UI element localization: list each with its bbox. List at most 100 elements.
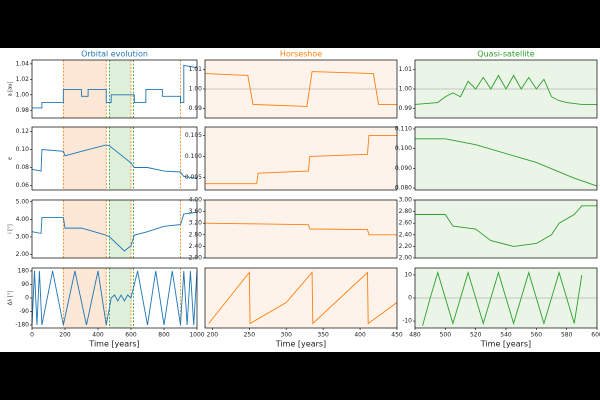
y-tick-label: 0.105: [185, 132, 202, 139]
panel-background: [415, 200, 597, 258]
y-tick-label: 1.02: [16, 76, 30, 83]
y-tick-label: 2.60: [399, 220, 413, 227]
y-axis-label: Δλ [°]: [8, 291, 14, 305]
panel-background: [415, 127, 597, 190]
x-tick-label: 300: [281, 332, 293, 339]
y-tick-label: -90: [19, 308, 29, 315]
data-line: [208, 271, 398, 325]
data-line: [32, 64, 198, 109]
data-line: [422, 271, 583, 326]
y-tick-label: 3.00: [16, 233, 30, 240]
axes-frame: [31, 59, 198, 119]
y-tick-label: 2.00: [189, 255, 203, 262]
y-tick-label: 4.00: [189, 197, 203, 204]
panel-title: Quasi-satellite: [477, 50, 534, 59]
y-tick-label: 2.00: [16, 251, 30, 258]
y-tick-label: 3.20: [189, 220, 203, 227]
x-tick-label: 400: [354, 332, 366, 339]
y-tick-label: 0.10: [16, 146, 30, 153]
x-tick-label: 520: [470, 332, 482, 339]
x-tick-label: 480: [409, 332, 421, 339]
x-tick-label: 0: [30, 332, 34, 339]
y-tick-label: 4.00: [16, 216, 30, 223]
y-tick-label: 2.80: [399, 208, 413, 215]
x-tick-label: 560: [531, 332, 543, 339]
y-tick-label: 0.06: [16, 182, 30, 189]
x-tick-label: 1000: [189, 332, 204, 339]
x-tick-label: 500: [440, 332, 452, 339]
y-tick-label: 180: [18, 268, 30, 275]
data-line: [31, 144, 198, 179]
y-tick-label: 0.98: [16, 107, 30, 114]
panel-background: [205, 127, 397, 190]
y-axis-label: e: [8, 157, 14, 160]
axes-frame: [31, 199, 198, 259]
shaded-span: [109, 200, 131, 258]
panel-title: Horseshoe: [280, 50, 322, 59]
panel-background: [205, 268, 397, 328]
axes-frame: [204, 199, 398, 259]
x-tick-label: 250: [244, 332, 256, 339]
data-line: [415, 205, 597, 247]
x-tick-label: 450: [391, 332, 403, 339]
y-tick-label: 0.100: [395, 145, 412, 152]
data-line: [415, 138, 598, 187]
y-tick-label: 2.80: [189, 231, 203, 238]
x-tick-label: 200: [59, 332, 71, 339]
y-tick-label: 3.60: [189, 208, 203, 215]
y-tick-label: -10: [402, 318, 412, 325]
x-tick-label: 350: [317, 332, 329, 339]
y-tick-label: 0.99: [189, 105, 203, 112]
y-tick-label: 0.095: [185, 174, 202, 181]
shaded-span: [109, 268, 131, 328]
y-tick-label: 0.99: [399, 105, 413, 112]
axes-frame: [31, 126, 198, 191]
x-tick-label: 400: [92, 332, 104, 339]
y-tick-label: 2.40: [189, 243, 203, 250]
y-tick-label: 1.00: [16, 91, 30, 98]
x-tick-label: 600: [591, 332, 600, 339]
y-tick-label: 0.110: [395, 125, 412, 132]
y-tick-label: 0.12: [16, 128, 30, 135]
panel-background: [205, 200, 397, 258]
y-tick-label: 2.00: [399, 255, 413, 262]
data-line: [204, 71, 397, 107]
data-line: [31, 211, 198, 252]
x-tick-label: 540: [500, 332, 512, 339]
axes-frame: [204, 126, 398, 191]
axes-frame: [414, 126, 598, 191]
y-tick-label: 1.00: [189, 86, 203, 93]
data-line: [204, 222, 397, 236]
x-tick-label: 600: [125, 332, 137, 339]
y-tick-label: 2.40: [399, 231, 413, 238]
y-tick-label: 1.01: [189, 66, 203, 73]
y-tick-label: 1.04: [16, 60, 30, 67]
y-tick-label: 90: [21, 281, 29, 288]
axes-frame: [204, 267, 398, 329]
y-tick-label: 0.08: [16, 164, 30, 171]
shaded-span: [109, 60, 131, 118]
y-tick-label: -180: [15, 322, 29, 329]
y-tick-label: 0: [408, 295, 412, 302]
y-tick-label: 1.01: [399, 66, 413, 73]
y-tick-label: 5.00: [16, 198, 30, 205]
x-axis-label: Time [years]: [88, 340, 139, 349]
x-tick-label: 580: [561, 332, 573, 339]
data-line: [31, 270, 198, 326]
y-tick-label: 0.090: [395, 165, 412, 172]
y-tick-label: 0: [25, 295, 29, 302]
x-tick-label: 800: [158, 332, 170, 339]
y-tick-label: 0.080: [395, 185, 412, 192]
y-tick-label: 10: [404, 271, 412, 278]
shaded-span: [109, 127, 131, 190]
y-tick-label: 3.00: [399, 197, 413, 204]
data-line: [205, 134, 397, 185]
x-axis-label: Time [years]: [275, 340, 326, 349]
y-tick-label: 2.20: [399, 243, 413, 250]
axes-frame: [414, 199, 598, 259]
y-axis-label: i [°]: [8, 224, 14, 233]
shaded-span: [63, 127, 107, 190]
y-axis-label: a [au]: [8, 82, 14, 97]
panel-title: Orbital evolution: [81, 50, 148, 59]
